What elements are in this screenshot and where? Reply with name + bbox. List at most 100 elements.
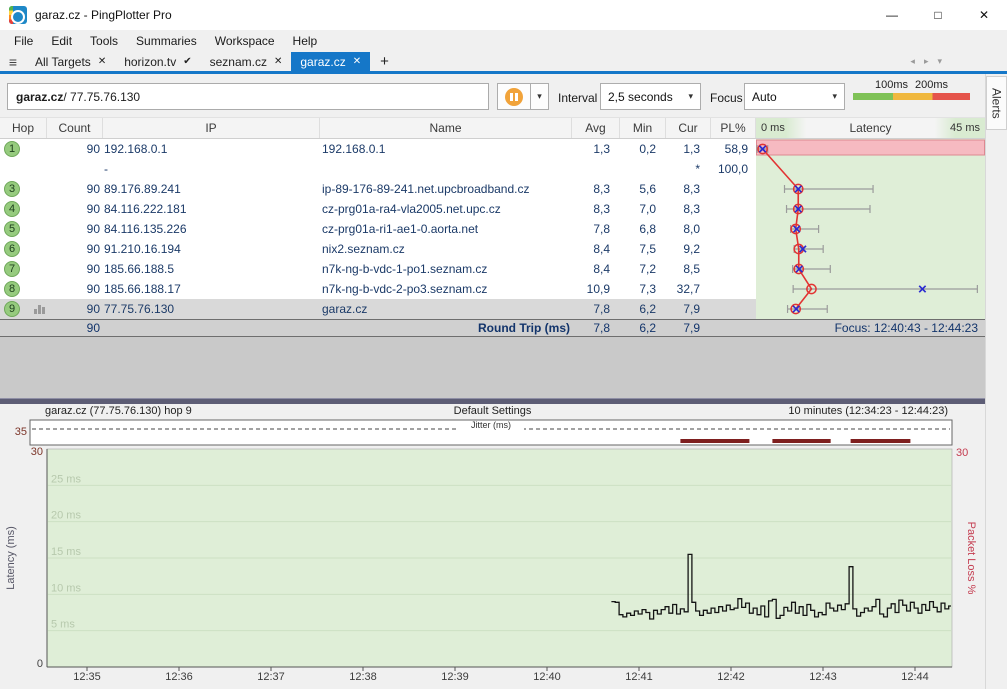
pause-button[interactable]: [497, 83, 531, 110]
cell-avg: 7,8: [593, 302, 610, 316]
menu-help[interactable]: Help: [292, 34, 318, 48]
cell-pl: [698, 179, 748, 199]
menu-summaries[interactable]: Summaries: [136, 34, 197, 48]
roundtrip-cur: 7,9: [683, 321, 700, 335]
col-avg[interactable]: Avg: [572, 118, 620, 138]
menu-workspace[interactable]: Workspace: [214, 34, 275, 48]
tab-close-icon[interactable]: ✕: [273, 56, 283, 67]
col-name[interactable]: Name: [320, 118, 572, 138]
cell-avg: 10,9: [586, 282, 610, 296]
hop-number-badge: 7: [4, 261, 20, 277]
cell-min: 7,5: [639, 242, 656, 256]
current-point: [792, 225, 801, 233]
interval-select[interactable]: 2,5 seconds ▾: [600, 83, 701, 110]
y2-axis-title: Packet Loss %: [965, 522, 977, 595]
tab-horizon-tv[interactable]: horizon.tv ✔: [115, 52, 200, 71]
cell-avg: 1,3: [593, 142, 610, 156]
cell-name: cz-prg01a-ra4-vla2005.net.upc.cz: [322, 202, 501, 216]
target-ip: / 77.75.76.130: [63, 89, 141, 104]
splitter-handle[interactable]: [0, 398, 985, 404]
cell-cur: 7,9: [683, 302, 700, 316]
toolbar: garaz.cz / 77.75.76.130 ▾ Interval 2,5 s…: [0, 74, 1007, 117]
chevron-down-icon: ▾: [832, 91, 837, 101]
gridline-label: 20 ms: [51, 510, 81, 522]
x-tick-label: 12:38: [349, 671, 377, 683]
col-hop[interactable]: Hop: [0, 118, 47, 138]
close-button[interactable]: ✕: [978, 8, 990, 22]
table-row[interactable]: 3 90 89.176.89.241 ip-89-176-89-241.net.upc…: [0, 179, 756, 199]
cell-pl: [698, 199, 748, 219]
packet-loss-band: [756, 139, 985, 156]
gridline-label: 15 ms: [51, 546, 81, 558]
empty-area: [0, 337, 985, 398]
roundtrip-min: 6,2: [639, 321, 656, 335]
x-tick-label: 12:44: [901, 671, 929, 683]
hop-number-badge: 8: [4, 281, 20, 297]
target-input[interactable]: garaz.cz / 77.75.76.130: [7, 83, 489, 110]
gridline-label: 5 ms: [51, 619, 75, 631]
tab-check-icon[interactable]: ✔: [183, 56, 192, 67]
col-count[interactable]: Count: [47, 118, 103, 138]
alerts-side-tab[interactable]: Alerts: [986, 76, 1007, 130]
current-point: [799, 245, 807, 253]
cell-min: 5,6: [639, 182, 656, 196]
table-row[interactable]: 1 90 192.168.0.1 192.168.0.1 1,3 0,2 1,3 58,9: [0, 139, 756, 159]
table-row[interactable]: 6 90 91.210.16.194 nix2.seznam.cz 8,4 7,5 9,2: [0, 239, 756, 259]
table-row[interactable]: 4 90 84.116.222.181 cz-prg01a-ra4-vla2005.n…: [0, 199, 756, 219]
menu-edit[interactable]: Edit: [51, 34, 73, 48]
table-row[interactable]: 5 90 84.116.135.226 cz-prg01a-ri1-ae1-0.aor…: [0, 219, 756, 239]
cell-min: 7,2: [639, 262, 656, 276]
col-ip[interactable]: IP: [103, 118, 320, 138]
tab-menu-icon[interactable]: ▾: [937, 56, 942, 66]
cell-pl: [698, 279, 748, 299]
tab-close-icon[interactable]: ✕: [352, 56, 362, 67]
focus-select[interactable]: Auto ▾: [744, 83, 845, 110]
new-tab-button[interactable]: +: [380, 53, 389, 70]
cell-count: 90: [86, 242, 100, 256]
cell-pl: [698, 299, 748, 319]
col-min[interactable]: Min: [620, 118, 666, 138]
avg-point: [792, 183, 804, 195]
menu-tools[interactable]: Tools: [90, 34, 119, 48]
tab-close-icon[interactable]: ✕: [97, 56, 107, 67]
avg-point: [790, 223, 802, 235]
cell-count: 90: [86, 222, 100, 236]
col-pl[interactable]: PL%: [711, 118, 756, 138]
timeline-settings-label[interactable]: Default Settings: [453, 405, 532, 417]
hamburger-icon[interactable]: ≡: [8, 53, 18, 70]
col-cur[interactable]: Cur: [666, 118, 711, 138]
pause-icon: [505, 87, 523, 106]
minimize-button[interactable]: —: [886, 8, 898, 22]
roundtrip-count: 90: [86, 321, 100, 335]
interval-value: 2,5 seconds: [608, 89, 673, 104]
timeline-range-label[interactable]: 10 minutes (12:34:23 - 12:44:23): [788, 405, 948, 417]
latency-time-chart[interactable]: Jitter (ms) 35 5 ms 10 ms 15 ms 20 ms 25 ms 30 0…: [0, 419, 985, 689]
current-point: [918, 285, 927, 293]
cell-avg: 7,8: [593, 222, 610, 236]
menu-bar: File Edit Tools Summaries Workspace Help: [0, 30, 1007, 52]
round-trip-row: 90 Round Trip (ms) 7,8 6,2 7,9 Focus: 12…: [0, 319, 985, 337]
tab-garaz-cz[interactable]: garaz.cz ✕: [291, 52, 371, 71]
tab-seznam-cz[interactable]: seznam.cz ✕: [201, 52, 292, 71]
table-row[interactable]: - * 100,0: [0, 159, 756, 179]
col-latency[interactable]: 0 ms Latency 45 ms: [756, 118, 985, 138]
title-bar: garaz.cz - PingPlotter Pro — □ ✕: [0, 0, 1007, 30]
table-row[interactable]: 9 90 77.75.76.130 garaz.cz 7,8 6,2 7,9: [0, 299, 756, 319]
cell-ip: 77.75.76.130: [104, 302, 175, 316]
y2-max-label: 30: [956, 447, 968, 459]
tab-scroll-right-icon[interactable]: ▸: [923, 56, 929, 66]
menu-file[interactable]: File: [14, 34, 34, 48]
cell-cur: 8,0: [683, 222, 700, 236]
table-row[interactable]: 7 90 185.66.188.5 n7k-ng-b-vdc-1-po1.seznam…: [0, 259, 756, 279]
tab-scroll-left-icon[interactable]: ◂: [910, 56, 915, 66]
timeline-panel: garaz.cz (77.75.76.130) hop 9 Default Se…: [0, 398, 985, 689]
chevron-down-icon: ▾: [688, 91, 693, 101]
pause-dropdown-button[interactable]: ▾: [530, 83, 549, 110]
roundtrip-label: Round Trip (ms): [478, 321, 570, 335]
right-rail: Alerts: [985, 74, 1007, 689]
cell-cur: *: [695, 162, 700, 176]
table-row[interactable]: 8 90 185.66.188.17 n7k-ng-b-vdc-2-po3.sezna…: [0, 279, 756, 299]
legend-100ms-label: 100ms: [875, 79, 909, 91]
maximize-button[interactable]: □: [934, 8, 942, 22]
tab-all-targets[interactable]: All Targets ✕: [26, 52, 115, 71]
